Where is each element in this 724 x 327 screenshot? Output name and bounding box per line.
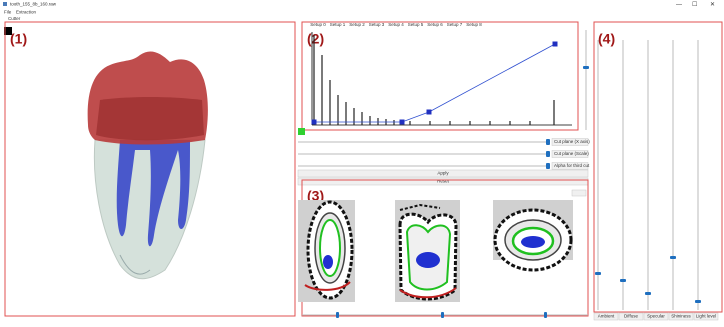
tab[interactable]: Setup 2 <box>349 22 365 27</box>
lighting-sliders: Ambient Diffuse Specular Shininess Light lev… <box>593 40 719 321</box>
slider-label: Cut plane (X axis) <box>554 139 590 144</box>
slider-label-box <box>551 138 589 146</box>
slider-thumb[interactable] <box>546 163 550 169</box>
lighting-label: Diffuse <box>624 314 638 319</box>
cutter-label: Cutter <box>8 16 21 21</box>
tab[interactable]: Setup 7 <box>447 22 463 27</box>
tab[interactable]: Setup 8 <box>466 22 482 27</box>
panel-label: (2) <box>307 31 324 47</box>
panel-transfer-function <box>301 21 579 131</box>
slider-thumb[interactable] <box>670 256 676 259</box>
panel-label: (3) <box>307 188 324 204</box>
menu-item[interactable]: Extraction <box>16 10 37 15</box>
tab[interactable]: Setup 6 <box>427 22 443 27</box>
slice-image <box>395 200 460 302</box>
panel-label: (1) <box>10 31 27 47</box>
slider-thumb[interactable] <box>645 292 651 295</box>
lighting-button[interactable] <box>643 312 669 321</box>
tab[interactable]: Setup 3 <box>369 22 385 27</box>
zoom-box[interactable] <box>571 189 587 197</box>
panel-lighting <box>593 21 723 313</box>
reset-label: Reset <box>437 179 450 184</box>
slider-label: Cut plane (Scale) <box>554 151 589 156</box>
control-point[interactable] <box>552 41 558 47</box>
transfer-curve <box>311 41 558 125</box>
slider-thumb[interactable] <box>336 312 339 318</box>
slider-label-box <box>551 162 589 170</box>
color-swatch[interactable] <box>4 27 12 35</box>
slice-image <box>298 200 355 302</box>
window-title: tooth_155_8b_160.raw <box>10 2 57 7</box>
control-point[interactable] <box>399 119 405 125</box>
lighting-button[interactable] <box>618 312 644 321</box>
slice-image <box>493 200 573 272</box>
control-point[interactable] <box>426 109 432 115</box>
menu-bar: File Extraction <box>4 10 37 15</box>
lighting-label: Ambient <box>598 314 615 319</box>
tab-bar: Setup 0 Setup 1 Setup 2 Setup 3 Setup 4 Setup… <box>310 22 482 27</box>
menu-item[interactable]: File <box>4 10 12 15</box>
lighting-button[interactable] <box>693 312 719 321</box>
slider-thumb[interactable] <box>546 151 550 157</box>
slider-thumb[interactable] <box>441 312 444 318</box>
control-point[interactable] <box>311 119 317 125</box>
close[interactable]: ✕ <box>710 2 715 8</box>
slider-thumb[interactable] <box>695 300 701 303</box>
maximize[interactable]: ☐ <box>692 1 697 8</box>
lighting-button[interactable] <box>668 312 694 321</box>
lighting-label: Light level <box>696 314 716 319</box>
lighting-label: Shininess <box>671 314 691 319</box>
panel-render <box>4 21 296 317</box>
slider-label: Alpha for third cut <box>554 163 590 168</box>
tab[interactable]: Setup 1 <box>330 22 346 27</box>
slider-list: Cut plane (X axis) Cut plane (Scale) Alpha… <box>298 138 590 170</box>
lighting-button[interactable] <box>593 312 619 321</box>
panel-label: (4) <box>598 31 615 47</box>
tooth-render <box>87 51 208 280</box>
lighting-label: Specular <box>647 314 665 319</box>
tab[interactable]: Setup 5 <box>408 22 424 27</box>
slider-thumb[interactable] <box>544 312 547 318</box>
tab[interactable]: Setup 0 <box>310 22 326 27</box>
slider-thumb[interactable] <box>595 272 601 275</box>
slider-thumb[interactable] <box>620 279 626 282</box>
slider-thumb[interactable] <box>546 139 550 145</box>
color-picker[interactable] <box>298 128 305 135</box>
slider-thumb[interactable] <box>583 66 589 69</box>
apply-label: Apply <box>437 171 449 176</box>
app-icon <box>3 2 7 6</box>
slider-label-box <box>551 150 589 158</box>
apply-button[interactable] <box>297 169 589 178</box>
histogram <box>311 32 572 126</box>
tab[interactable]: Setup 4 <box>388 22 404 27</box>
minimize[interactable]: — <box>676 2 682 8</box>
